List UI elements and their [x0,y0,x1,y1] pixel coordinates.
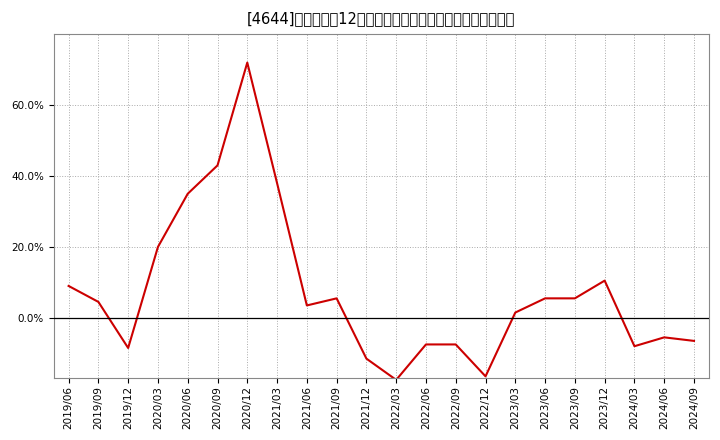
Title: [4644]　売上高の12か月移動合計の対前年同期増減率の推移: [4644] 売上高の12か月移動合計の対前年同期増減率の推移 [247,11,516,26]
